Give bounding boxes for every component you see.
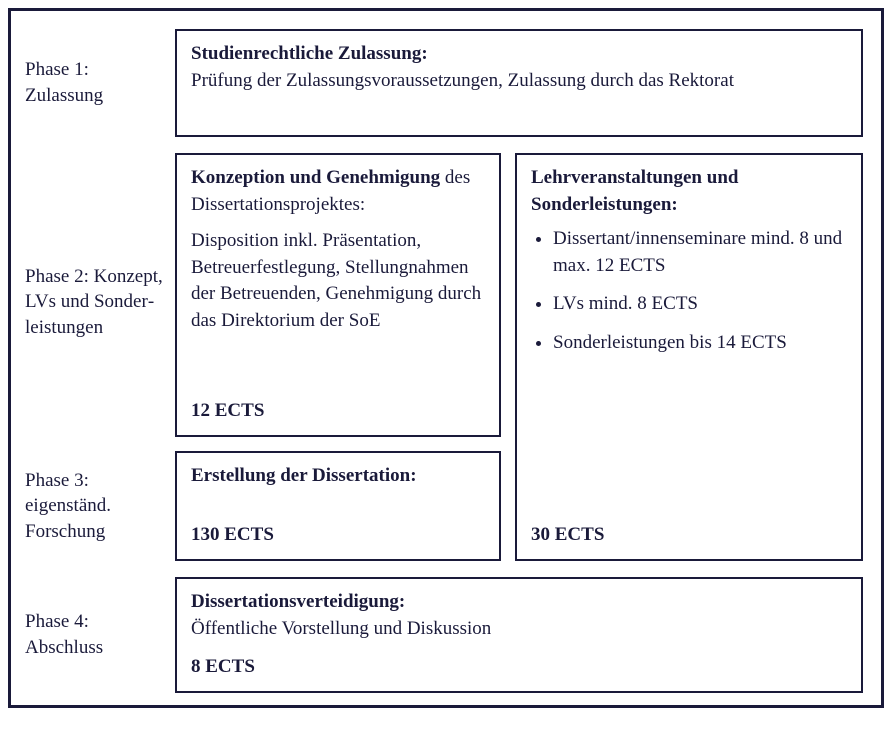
diagram-frame: Phase 1: Zulassung Studienrechtliche Zul… [8,8,884,708]
phase-1-title: Studienrechtliche Zulassung: [191,41,847,68]
phase-4-label: Phase 4: Abschluss [25,577,175,693]
phase-1-row: Phase 1: Zulassung Studienrechtliche Zul… [25,29,863,137]
phase-1-box: Studienrechtliche Zulassung: Prüfung der… [175,29,863,137]
phase-3-title: Erstellung der Dissertation: [191,463,485,490]
phase-4-box: Dissertationsverteidigung: Öffentliche V… [175,577,863,693]
phase-3-label: Phase 3: eigenständ. Forschung [25,451,175,561]
phase-4-title: Dissertationsverteidigung: [191,589,847,616]
phase-2-right-title: Lehrveranstaltungen und Sonderleistungen… [531,165,847,218]
phase-2-left-title: Konzeption und Genehmi­gung des Disserta… [191,165,485,218]
list-item: LVs mind. 8 ECTS [553,291,847,318]
phase-2-3-wrap: Phase 2: Konzept, LVs und Sonder­leistun… [25,153,863,561]
phase-2-right-ects: 30 ECTS [531,522,847,549]
phase-3-box: Erstellung der Dissertation: 130 ECTS [175,451,501,561]
phase-1-body: Prüfung der Zulassungsvoraussetzungen, Z… [191,68,847,95]
phase-2-left-ects: 12 ECTS [191,398,485,425]
phase-1-label: Phase 1: Zulassung [25,29,175,137]
phase-2-right-list: Dissertant/innenseminare mind. 8 und max… [553,226,847,368]
phase-3-ects: 130 ECTS [191,522,485,549]
phase-4-body: Öffentliche Vorstellung und Diskussion [191,616,847,643]
phase-4-ects: 8 ECTS [191,654,847,681]
phase-2-right-box: Lehrveranstaltungen und Sonderleistungen… [515,153,863,561]
phase-2-label: Phase 2: Konzept, LVs und Sonder­leistun… [25,153,175,451]
phase-2-left-title-bold: Konzeption und Genehmi­gung [191,167,440,188]
list-item: Sonderleistungen bis 14 ECTS [553,330,847,357]
phase-4-row: Phase 4: Abschluss Dissertationsverteidi… [25,577,863,693]
phase-2-left-box: Konzeption und Genehmi­gung des Disserta… [175,153,501,437]
phase-2-left-body: Disposition inkl. Präsentation, Betreuer… [191,228,485,390]
list-item: Dissertant/innenseminare mind. 8 und max… [553,226,847,279]
